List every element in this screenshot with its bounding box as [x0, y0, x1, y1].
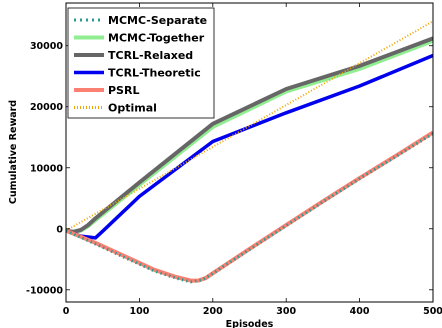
- legend-label-3: TCRL-Theoretic: [108, 67, 201, 80]
- legend-label-4: PSRL: [108, 84, 139, 97]
- x-axis-label: Episodes: [226, 319, 274, 328]
- y-tick-label-2: 10000: [30, 163, 63, 174]
- legend: MCMC-Separate MCMC-Together TCRL-Relaxed TC…: [67, 7, 215, 119]
- legend-label-5: Optimal: [108, 102, 157, 115]
- legend-box: [67, 7, 215, 119]
- series-line-2: [66, 36, 433, 234]
- x-tick-label-4: 400: [350, 306, 370, 317]
- legend-label-2: TCRL-Relaxed: [108, 49, 193, 62]
- y-tick-label-0: -10000: [26, 285, 63, 296]
- x-tick-label-2: 200: [203, 306, 223, 317]
- y-tick-label-4: 30000: [30, 41, 63, 52]
- x-tick-label-5: 500: [423, 306, 442, 317]
- x-tick-label-1: 100: [129, 306, 149, 317]
- series-line-4: [66, 130, 433, 283]
- plot-frame: [65, 2, 434, 303]
- legend-label-1: MCMC-Together: [108, 32, 205, 45]
- y-axis-label: Cumulative Reward: [8, 100, 19, 204]
- x-tick-label-3: 300: [276, 306, 296, 317]
- y-tick-label-1: 0: [56, 224, 63, 235]
- legend-label-0: MCMC-Separate: [108, 14, 207, 27]
- series-layer: [66, 20, 433, 284]
- x-tick-label-0: 0: [63, 306, 70, 317]
- y-tick-label-3: 20000: [30, 102, 63, 113]
